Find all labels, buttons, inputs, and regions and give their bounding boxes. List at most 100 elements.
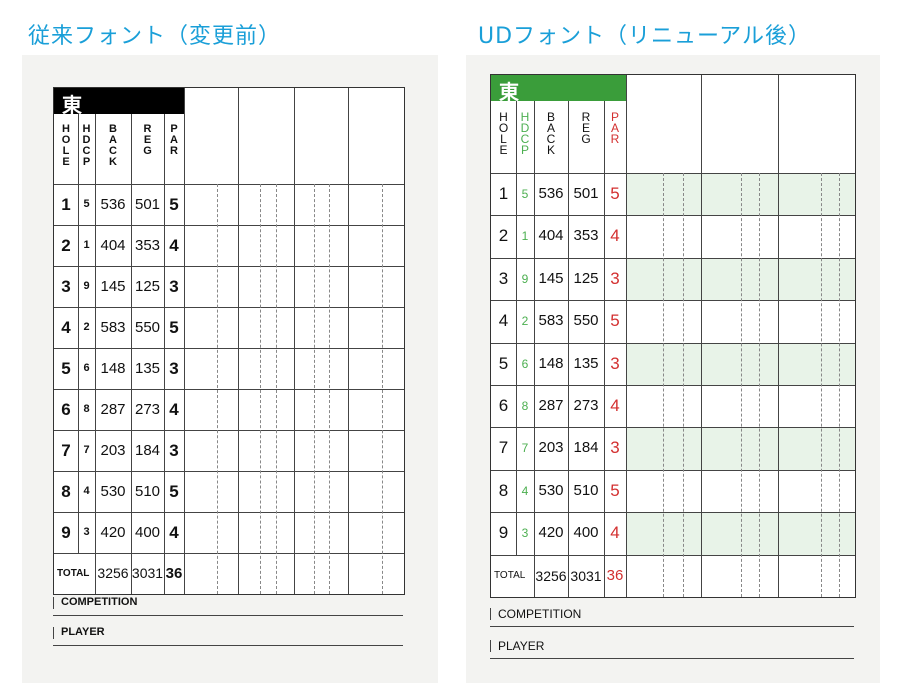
hole-back: 203 bbox=[538, 439, 564, 457]
score-col-dash bbox=[329, 184, 330, 594]
header-letter: C bbox=[109, 145, 117, 157]
row-divider bbox=[54, 266, 404, 267]
col-divider bbox=[568, 101, 569, 597]
hole-par: 3 bbox=[610, 353, 620, 373]
header-letter: C bbox=[82, 145, 91, 157]
hole-back: 536 bbox=[100, 196, 126, 213]
row-tint bbox=[626, 257, 855, 301]
hole-hdcp: 5 bbox=[83, 198, 90, 210]
hole-reg: 125 bbox=[573, 269, 599, 287]
hole-number: 2 bbox=[498, 226, 509, 246]
total-back: 3256 bbox=[535, 567, 567, 584]
total-par: 36 bbox=[606, 566, 624, 584]
hole-hdcp: 7 bbox=[521, 441, 529, 456]
footer-tick bbox=[53, 597, 54, 609]
hole-reg: 135 bbox=[573, 354, 599, 372]
hole-back: 420 bbox=[100, 524, 126, 541]
hole-par: 5 bbox=[169, 195, 179, 214]
col-divider bbox=[184, 88, 185, 594]
header-letter: R bbox=[610, 132, 620, 146]
header-letter: G bbox=[581, 132, 591, 146]
hole-back: 145 bbox=[538, 269, 564, 287]
score-col-divider bbox=[701, 75, 702, 597]
hole-back: 530 bbox=[538, 481, 564, 499]
header-letter: R bbox=[143, 123, 152, 135]
hole-par: 3 bbox=[169, 441, 179, 460]
score-col-divider bbox=[778, 75, 779, 597]
hole-reg: 353 bbox=[573, 227, 599, 245]
header-letter: A bbox=[610, 121, 619, 135]
header-letter: A bbox=[546, 121, 555, 135]
hole-par: 4 bbox=[610, 226, 620, 246]
header-letter: P bbox=[170, 123, 178, 135]
header-letter: C bbox=[520, 132, 530, 146]
header-letter: K bbox=[109, 156, 117, 168]
hole-number: 8 bbox=[61, 482, 71, 501]
total-reg: 3031 bbox=[131, 565, 164, 581]
hole-hdcp: 6 bbox=[83, 362, 90, 374]
row-divider bbox=[54, 225, 404, 226]
hole-par: 4 bbox=[610, 523, 620, 543]
row-divider bbox=[491, 300, 855, 302]
total-reg: 3031 bbox=[570, 567, 602, 584]
scorecard-table: 東 H O L E H D C P B A C K R E G P A R 1 5 536 501 5 2 1 404 353 4 3 9 1… bbox=[53, 87, 405, 595]
hole-number: 9 bbox=[61, 523, 71, 542]
col-divider bbox=[534, 101, 535, 597]
row-divider bbox=[491, 554, 855, 556]
col-divider bbox=[164, 114, 165, 594]
competition-line bbox=[490, 626, 854, 627]
hole-number: 8 bbox=[498, 480, 509, 500]
hole-reg: 135 bbox=[134, 360, 161, 377]
hole-reg: 353 bbox=[134, 237, 161, 254]
hole-par: 5 bbox=[169, 318, 179, 337]
col-divider bbox=[95, 114, 96, 594]
competition-label: COMPETITION bbox=[498, 607, 582, 621]
col-divider bbox=[78, 114, 79, 553]
header-letter: C bbox=[546, 132, 556, 146]
hole-reg: 125 bbox=[134, 278, 161, 295]
hole-hdcp: 9 bbox=[83, 280, 90, 292]
course-name: 東 bbox=[62, 93, 82, 117]
hole-back: 145 bbox=[100, 278, 126, 295]
score-col-dash bbox=[217, 184, 218, 594]
row-tint bbox=[626, 173, 855, 216]
total-back: 3256 bbox=[97, 565, 129, 581]
header-letter: H bbox=[520, 110, 530, 124]
row-divider bbox=[54, 348, 404, 349]
hole-back: 404 bbox=[100, 237, 126, 254]
hole-hdcp: 2 bbox=[521, 314, 529, 329]
left-title: 従来フォント（変更前） bbox=[28, 24, 282, 49]
right-title: UDフォント（リニューアル後） bbox=[478, 24, 811, 49]
hole-hdcp: 8 bbox=[521, 399, 529, 413]
hole-reg: 400 bbox=[573, 524, 599, 542]
hole-reg: 510 bbox=[134, 483, 161, 500]
hole-back: 148 bbox=[100, 360, 126, 377]
hole-number: 7 bbox=[61, 441, 71, 460]
total-par: 36 bbox=[165, 565, 183, 582]
row-divider bbox=[491, 257, 855, 259]
hole-number: 1 bbox=[61, 195, 71, 214]
score-col-dash bbox=[382, 184, 383, 594]
score-col-divider bbox=[348, 88, 349, 594]
hole-hdcp: 7 bbox=[83, 444, 90, 456]
hole-hdcp: 4 bbox=[521, 483, 529, 498]
hole-back: 536 bbox=[538, 185, 564, 202]
hole-number: 3 bbox=[61, 277, 71, 296]
col-divider bbox=[604, 101, 605, 597]
hole-hdcp: 3 bbox=[521, 526, 529, 541]
row-divider bbox=[491, 469, 855, 471]
player-label: PLAYER bbox=[498, 639, 545, 653]
hole-hdcp: 1 bbox=[521, 229, 529, 244]
hole-number: 6 bbox=[498, 396, 509, 415]
competition-line bbox=[53, 615, 403, 616]
header-letter: B bbox=[546, 110, 555, 124]
hole-reg: 184 bbox=[573, 439, 599, 457]
row-divider bbox=[491, 215, 855, 217]
total-label: TOTAL bbox=[57, 568, 90, 579]
hole-back: 420 bbox=[538, 524, 564, 542]
header-letter: G bbox=[143, 145, 152, 157]
hole-par: 4 bbox=[169, 523, 179, 542]
